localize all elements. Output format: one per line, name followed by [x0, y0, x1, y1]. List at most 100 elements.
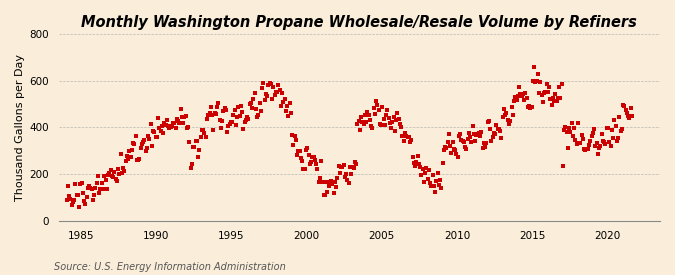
Point [404, 135, 414, 139]
Point [120, 159, 131, 163]
Point [250, 107, 261, 111]
Point [578, 137, 589, 141]
Point [288, 143, 299, 147]
Point [615, 129, 626, 133]
Point [483, 120, 493, 124]
Point [492, 127, 503, 131]
Point [302, 146, 313, 150]
Point [76, 181, 87, 185]
Point [254, 101, 265, 105]
Point [458, 140, 469, 144]
Point [184, 140, 195, 144]
Point [505, 119, 516, 124]
Point [591, 141, 602, 145]
Point [441, 146, 452, 150]
Point [520, 91, 531, 95]
Point [515, 92, 526, 97]
Point [601, 126, 612, 131]
Point [606, 127, 617, 132]
Point [223, 124, 234, 128]
Point [369, 111, 380, 116]
Point [394, 117, 404, 122]
Point [442, 140, 453, 144]
Point [541, 82, 552, 86]
Point [208, 128, 219, 132]
Point [68, 200, 78, 204]
Point [581, 147, 592, 152]
Point [290, 134, 300, 138]
Point [366, 124, 377, 129]
Point [128, 141, 138, 146]
Point [619, 104, 630, 108]
Point [578, 147, 589, 152]
Point [533, 72, 543, 76]
Point [313, 180, 324, 184]
Point [485, 127, 495, 131]
Point [525, 106, 536, 110]
Point [88, 197, 99, 202]
Point [132, 158, 142, 162]
Point [144, 137, 155, 141]
Point [574, 141, 585, 145]
Point [325, 179, 335, 184]
Point [508, 113, 518, 117]
Point [180, 114, 191, 118]
Point [570, 138, 580, 142]
Point [587, 130, 598, 135]
Point [230, 123, 241, 127]
Point [113, 166, 124, 171]
Point [233, 105, 244, 109]
Point [148, 129, 159, 133]
Point [414, 165, 425, 169]
Point [603, 125, 614, 130]
Point [593, 152, 603, 157]
Point [408, 161, 419, 166]
Point [160, 123, 171, 128]
Text: Source: U.S. Energy Information Administration: Source: U.S. Energy Information Administ… [54, 262, 286, 272]
Point [495, 129, 506, 133]
Point [524, 104, 535, 109]
Point [465, 135, 476, 139]
Point [464, 131, 475, 135]
Point [80, 201, 91, 206]
Point [149, 130, 160, 134]
Point [499, 106, 510, 111]
Point [446, 151, 457, 155]
Point [153, 116, 163, 120]
Point [497, 115, 508, 119]
Point [486, 139, 497, 143]
Point [501, 111, 512, 115]
Point [587, 133, 597, 138]
Title: Monthly Washington Propane Wholesale/Resale Volume by Refiners: Monthly Washington Propane Wholesale/Res… [81, 15, 637, 30]
Point [239, 120, 250, 124]
Point [360, 113, 371, 118]
Point [232, 114, 242, 119]
Point [269, 92, 280, 97]
Point [569, 126, 580, 130]
Point [367, 126, 378, 131]
Point [249, 91, 260, 95]
Point [357, 120, 368, 124]
Point [518, 98, 529, 103]
Point [379, 123, 390, 128]
Point [455, 132, 466, 136]
Point [545, 97, 556, 101]
Point [566, 120, 577, 125]
Point [279, 97, 290, 101]
Point [74, 204, 84, 209]
Point [310, 162, 321, 167]
Point [227, 120, 238, 124]
Point [396, 125, 406, 130]
Point [540, 90, 551, 95]
Point [169, 121, 180, 125]
Point [490, 131, 501, 136]
Point [109, 170, 119, 174]
Point [65, 197, 76, 202]
Point [319, 192, 330, 197]
Point [333, 164, 344, 168]
Point [373, 108, 384, 112]
Point [429, 184, 439, 188]
Point [535, 80, 545, 84]
Point [189, 145, 200, 150]
Point [178, 121, 188, 125]
